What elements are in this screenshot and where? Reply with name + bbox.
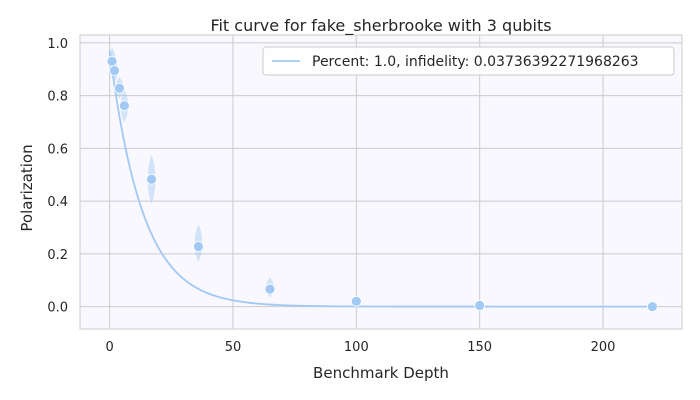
y-tick-label: 0.2 [47, 248, 68, 263]
data-point [264, 283, 276, 295]
data-point [350, 295, 362, 307]
plot-area [79, 34, 683, 330]
y-tick-label: 1.0 [47, 37, 68, 52]
data-point [474, 300, 486, 311]
y-tick-label: 0.4 [47, 195, 68, 210]
y-tick-label: 0.8 [47, 90, 68, 105]
y-axis-title: Polarization [18, 144, 36, 231]
x-tick-label: 50 [225, 340, 242, 355]
data-point [146, 173, 157, 185]
x-tick-label: 200 [591, 340, 616, 355]
chart-title: Fit curve for fake_sherbrooke with 3 qub… [210, 16, 551, 36]
data-point [109, 65, 120, 76]
fit-curve-line [108, 50, 653, 308]
legend-box [262, 46, 675, 76]
legend-label: Percent: 1.0, infidelity: 0.037363922719… [312, 54, 639, 70]
x-tick-label: 0 [105, 340, 113, 355]
x-axis-title: Benchmark Depth [313, 364, 449, 382]
data-point [114, 82, 125, 94]
y-tick-labels: 0.0 0.2 0.4 0.6 0.8 1.0 [47, 37, 68, 316]
x-tick-label: 100 [344, 340, 369, 355]
data-point [646, 301, 658, 312]
legend: Percent: 1.0, infidelity: 0.037363922719… [262, 46, 675, 76]
x-tick-labels: 0 50 100 150 200 [105, 340, 615, 355]
y-tick-label: 0.6 [47, 142, 68, 157]
y-tick-label: 0.0 [47, 301, 68, 316]
data-point [193, 241, 204, 252]
data-point [106, 55, 118, 67]
data-point [119, 100, 130, 112]
data-points [106, 55, 658, 312]
x-tick-label: 150 [467, 340, 492, 355]
